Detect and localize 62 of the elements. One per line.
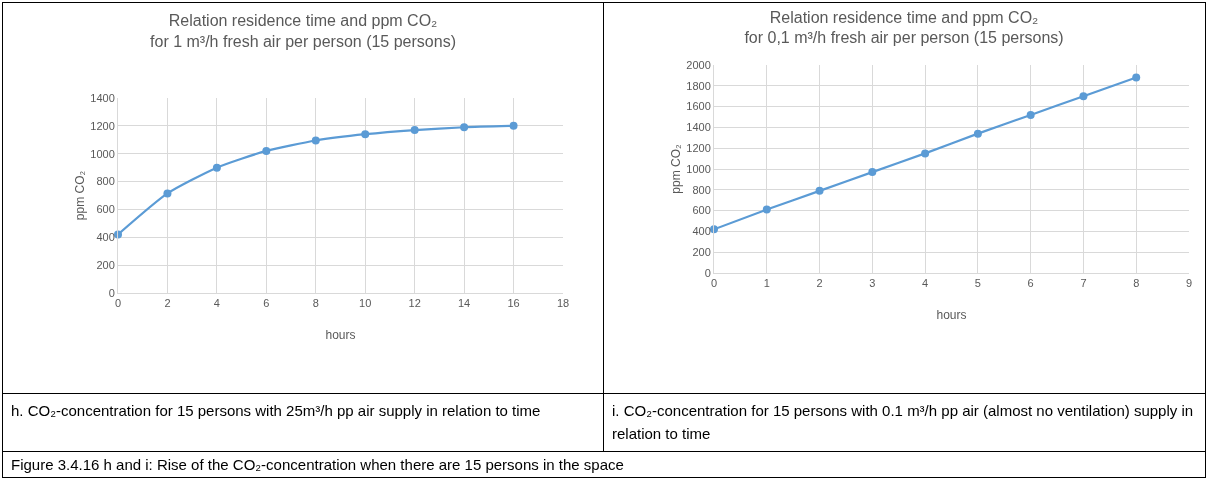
y-tick-label: 1000 [686, 162, 711, 175]
point [973, 129, 982, 138]
y-tick-label: 400 [692, 225, 711, 238]
point [262, 146, 271, 155]
point [460, 123, 469, 132]
x-tick-label: 14 [457, 297, 471, 310]
x-tick-label: 3 [869, 277, 876, 290]
point [762, 205, 771, 214]
y-tick-label: 0 [108, 286, 115, 299]
x-tick-label: 4 [213, 297, 220, 310]
x-tick-label: 16 [507, 297, 520, 310]
y-tick-label: 0 [704, 266, 711, 279]
caption: Figure 3.4.16 h and i: Rise of the CO₂-concentration when there are 15 persons in the space [2, 451, 1206, 478]
x-tick-label: 5 [974, 277, 981, 290]
y-tick-label: 600 [96, 203, 115, 216]
y-tick-label: 1600 [686, 100, 711, 113]
point [868, 168, 877, 177]
point [1026, 110, 1035, 119]
x-axis-title: hours [936, 308, 967, 322]
y-tick-label: 800 [96, 175, 115, 188]
point [163, 189, 172, 198]
y-axis-title: ppm CO₂ [669, 143, 683, 194]
point [815, 186, 824, 195]
point [311, 136, 320, 145]
chart-title: Relation residence time and ppm CO₂ for 0,1 m³/h fresh air per person (15 persons) [744, 8, 1064, 47]
x-tick-label: 4 [922, 277, 929, 290]
y-tick-label: 600 [692, 204, 711, 217]
y-axis-title: ppm CO₂ [73, 170, 87, 221]
x-axis-title: hours [325, 328, 356, 342]
x-tick-label: 2 [164, 297, 171, 310]
chart-title: Relation residence time and ppm CO₂ for 1 m³/h fresh air per person (15 persons) [150, 12, 456, 51]
y-tick-label: 1400 [686, 121, 711, 134]
x-tick-label: 7 [1080, 277, 1087, 290]
x-tick-label: 8 [1133, 277, 1140, 290]
point [212, 163, 221, 172]
x-tick-label: 10 [359, 297, 372, 310]
x-tick-label: 18 [556, 297, 570, 310]
x-tick-label: 6 [1027, 277, 1034, 290]
y-tick-label: 2000 [686, 58, 711, 71]
y-tick-label: 1200 [90, 119, 115, 132]
point [410, 126, 419, 135]
x-tick-label: 2 [816, 277, 823, 290]
y-tick-label: 800 [692, 183, 711, 196]
y-tick-label: 1000 [90, 147, 115, 160]
y-tick-label: 1400 [90, 91, 115, 104]
y-tick-label: 200 [96, 258, 115, 271]
y-tick-label: 1200 [686, 142, 711, 155]
y-tick-label: 1800 [686, 79, 711, 92]
x-tick-label: 1 [763, 277, 770, 290]
x-tick-label: 12 [408, 297, 421, 310]
point [361, 130, 370, 139]
point [509, 121, 518, 130]
y-tick-label: 400 [96, 231, 115, 244]
x-tick-label: 6 [263, 297, 270, 310]
x-tick-label: 8 [312, 297, 319, 310]
x-tick-label: 9 [1185, 277, 1193, 290]
text: i. CO₂-concentration for 15 persons with 0.1 m³/h pp air (almost no ventilation) supply in relation to time [603, 393, 1206, 452]
point [1079, 92, 1088, 101]
point [921, 149, 930, 158]
y-tick-label: 200 [692, 246, 711, 259]
point [1132, 73, 1141, 82]
text: h. CO₂-concentration for 15 persons with 25m³/h pp air supply in relation to time [2, 393, 604, 452]
